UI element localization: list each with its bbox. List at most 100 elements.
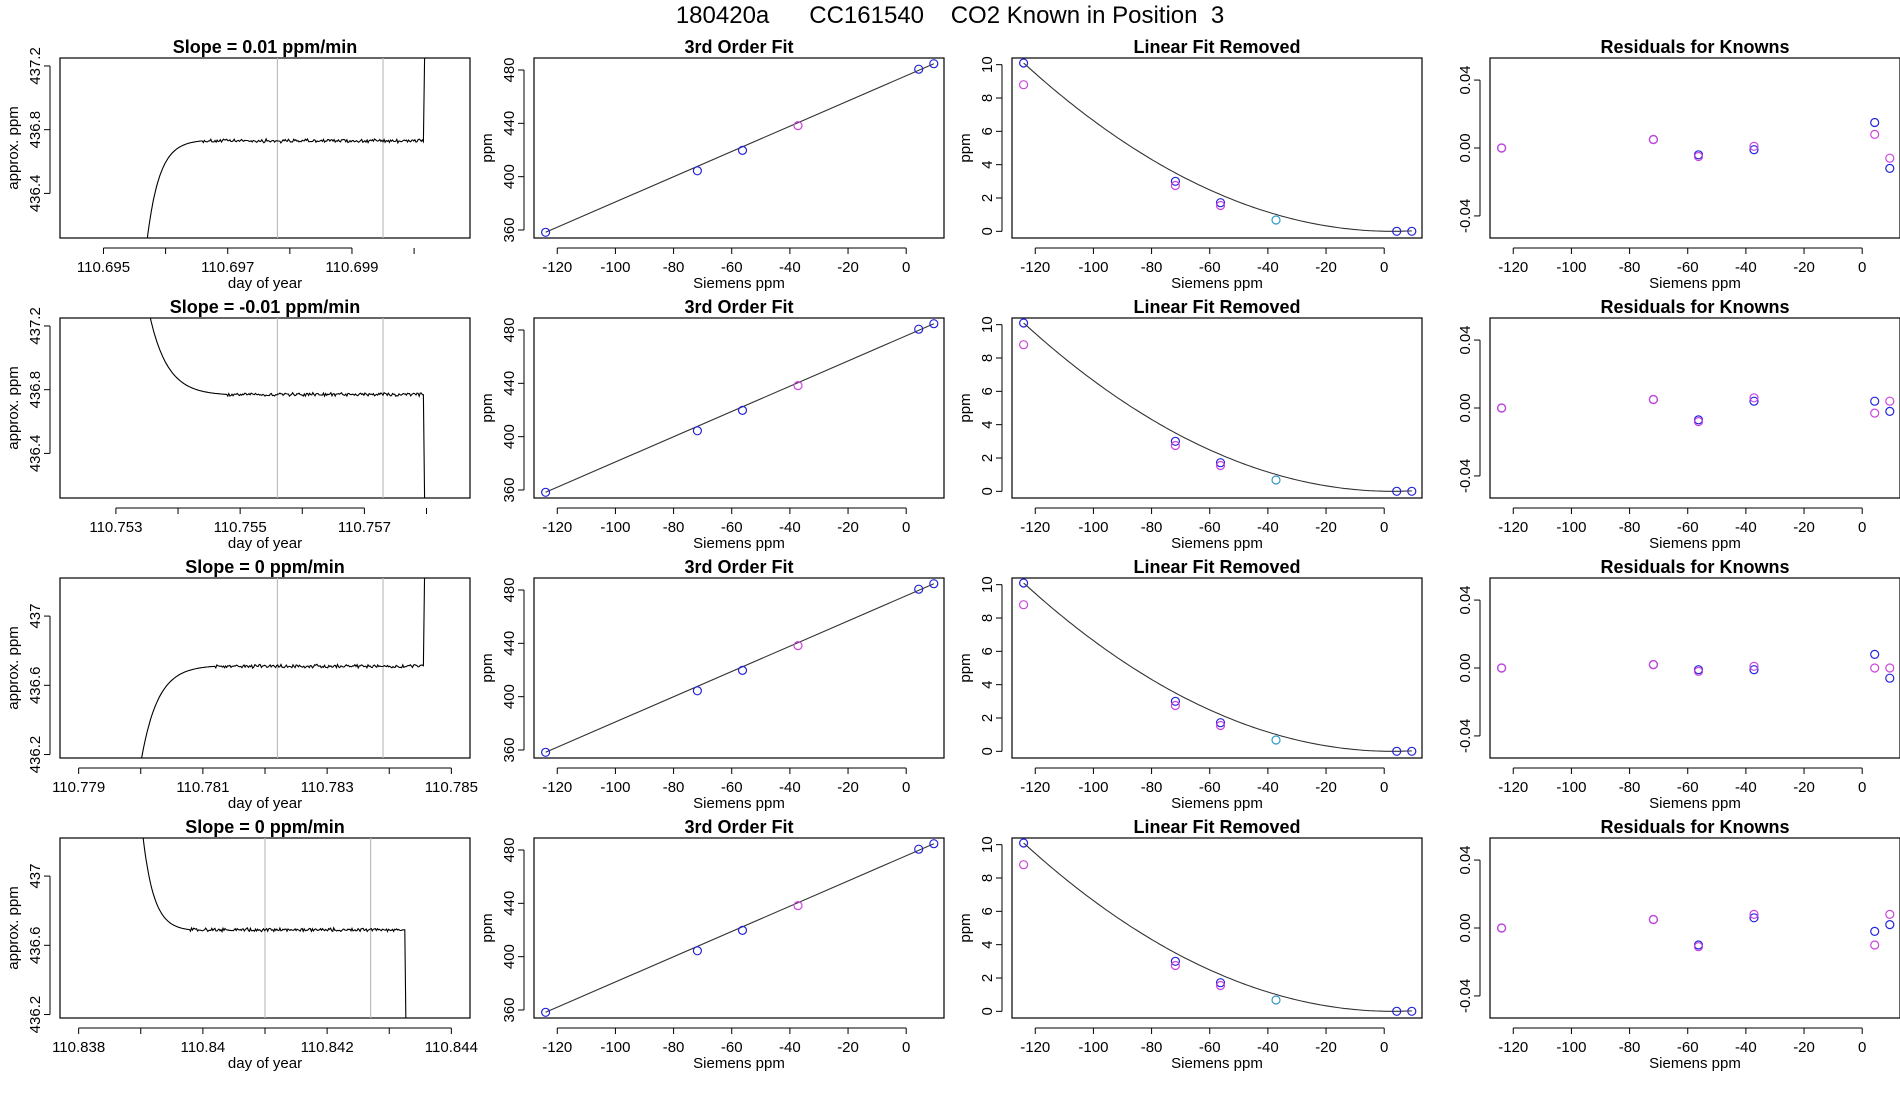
data-point [540, 227, 551, 237]
y-tick-label: 436.4 [27, 435, 44, 473]
data-point [1693, 151, 1704, 162]
chart-panel-r1c4: Residuals for Knowns -120 -100 -80 -60 -40 -20… [1457, 37, 1900, 292]
x-tick-label: 0 [1380, 259, 1388, 276]
time-series-trace [149, 318, 426, 498]
y-tick-label: 10 [979, 836, 996, 853]
time-series-trace [141, 578, 426, 758]
plot-title: 3rd Order Fit [684, 37, 793, 57]
plot-title: 3rd Order Fit [684, 557, 793, 577]
y-tick-label: 0 [979, 1007, 996, 1015]
y-tick-label: 4 [979, 420, 996, 428]
y-tick-label: 360 [501, 737, 518, 762]
y-tick-label: 8 [979, 874, 996, 882]
data-point [1648, 394, 1659, 405]
x-axis-label: Siemens ppm [1171, 795, 1263, 812]
x-axis-label: day of year [228, 275, 302, 292]
x-tick-label: -20 [1793, 519, 1815, 536]
plot-title: Residuals for Knowns [1600, 557, 1789, 577]
data-point [737, 665, 748, 676]
x-tick-label: -120 [1020, 1039, 1050, 1056]
y-tick-label: 4 [979, 680, 996, 688]
x-tick-label: -120 [1498, 259, 1528, 276]
chart-panel-r2c4: Residuals for Knowns -120 -100 -80 -60 -40 -20… [1457, 297, 1900, 552]
plot-frame [59, 57, 471, 239]
plot-title: Residuals for Knowns [1600, 37, 1789, 57]
data-point [1215, 460, 1226, 471]
plot-area [540, 59, 939, 237]
data-point [1392, 226, 1402, 236]
plot-area [1018, 318, 1417, 496]
data-point [1170, 440, 1181, 451]
x-tick-label: -20 [1793, 779, 1815, 796]
x-axis-label: Siemens ppm [693, 275, 785, 292]
chart-panel-r4c3: Linear Fit Removed -120 -100 -80 -60 -40 -20 0 S… [957, 817, 1423, 1072]
plot-title: Linear Fit Removed [1133, 297, 1300, 317]
data-point [1693, 417, 1704, 427]
x-tick-label: -40 [779, 519, 801, 536]
y-tick-label: 480 [501, 57, 518, 82]
x-axis-label: day of year [228, 1055, 302, 1072]
plot-frame [1011, 577, 1423, 759]
data-point [540, 1007, 551, 1017]
y-tick-label: 8 [979, 94, 996, 102]
y-tick-label: 437 [27, 864, 44, 889]
data-point [1749, 913, 1759, 923]
plot-area [1496, 909, 1895, 952]
x-tick-label: -100 [600, 259, 630, 276]
data-point [793, 640, 803, 651]
data-point [1018, 578, 1029, 588]
plot-frame [1011, 317, 1423, 499]
data-point [1885, 153, 1895, 163]
chart-panel-r2c2: 3rd Order Fit -120 -100 -80 -60 -40 -20 0 Siemen… [479, 297, 945, 552]
data-point [929, 579, 939, 589]
x-tick-label: -80 [1141, 259, 1163, 276]
plot-area [1496, 393, 1895, 427]
chart-panel-r2c3: Linear Fit Removed -120 -100 -80 -60 -40 -20 0 S… [957, 297, 1423, 552]
x-tick-label: -60 [1199, 519, 1221, 536]
plot-area [142, 838, 407, 1018]
data-point [1885, 396, 1895, 406]
plot-title: Linear Fit Removed [1133, 557, 1300, 577]
x-tick-label: -40 [779, 259, 801, 276]
data-point [1215, 718, 1226, 728]
x-axis-label: Siemens ppm [1649, 275, 1741, 292]
x-tick-label: 110.844 [425, 1039, 478, 1056]
data-point [1215, 458, 1226, 468]
y-tick-label: 0 [979, 487, 996, 495]
data-point [737, 925, 748, 936]
x-tick-label: -20 [1315, 779, 1337, 796]
y-tick-label: 2 [979, 454, 996, 462]
data-point [692, 686, 703, 696]
data-point [1885, 406, 1895, 416]
x-tick-label: 110.842 [301, 1039, 354, 1056]
x-tick-label: 0 [902, 779, 910, 796]
data-point [914, 844, 924, 854]
x-tick-label: -40 [1257, 519, 1279, 536]
x-tick-label: 0 [1858, 1039, 1866, 1056]
data-point [929, 319, 939, 329]
y-tick-label: 0.04 [1457, 585, 1474, 614]
data-point [1018, 838, 1029, 848]
x-axis-label: day of year [228, 795, 302, 812]
plot-frame [1489, 837, 1900, 1019]
x-tick-label: -60 [1677, 779, 1699, 796]
x-tick-label: -100 [600, 519, 630, 536]
plot-frame [533, 837, 945, 1019]
chart-panel-r4c1: Slope = 0 ppm/min 110.838 110.84 110.842 110… [5, 817, 478, 1072]
x-tick-label: -80 [663, 519, 685, 536]
x-axis-label: Siemens ppm [1649, 1055, 1741, 1072]
data-point [914, 584, 924, 594]
data-point [1392, 746, 1402, 756]
data-point [929, 839, 939, 849]
plot-frame [1011, 837, 1423, 1019]
y-tick-label: 436.6 [27, 927, 44, 965]
data-point [1749, 145, 1759, 155]
y-tick-label: 0 [979, 747, 996, 755]
y-tick-label: 0.00 [1457, 913, 1474, 942]
y-tick-label: 360 [501, 477, 518, 502]
y-tick-label: 436.6 [27, 667, 44, 705]
data-point [1648, 914, 1659, 925]
x-tick-label: 0 [1858, 779, 1866, 796]
plot-frame [533, 317, 945, 499]
